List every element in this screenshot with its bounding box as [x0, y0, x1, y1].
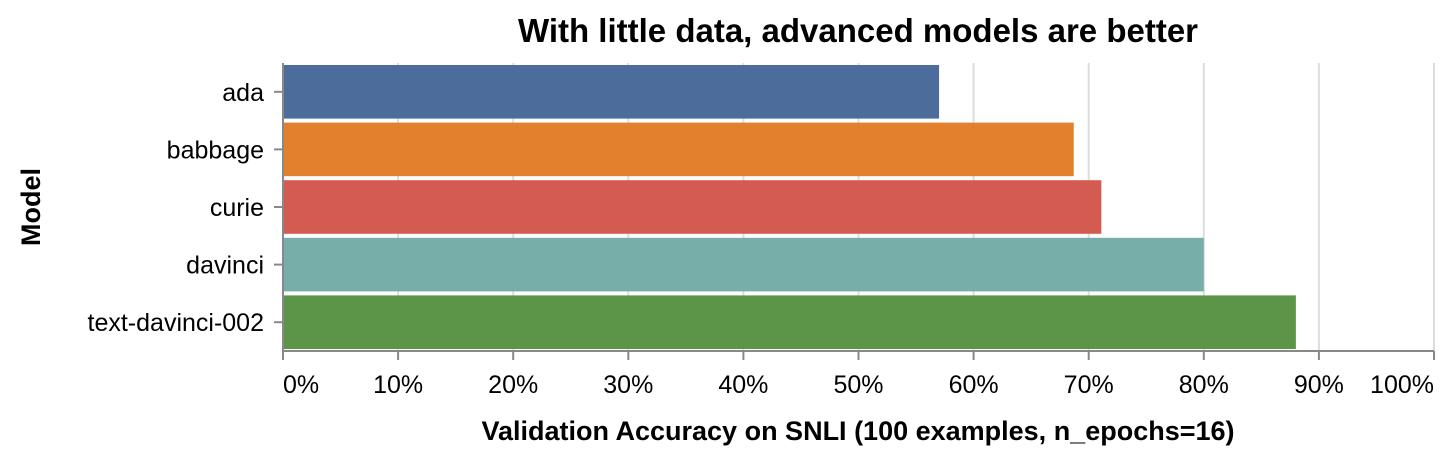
- x-tick-label: 20%: [488, 371, 538, 399]
- y-axis-title: Model: [16, 168, 46, 246]
- x-tick-label: 60%: [949, 371, 999, 399]
- bar-babbage: [283, 122, 1074, 177]
- bar-davinci: [283, 237, 1204, 292]
- x-tick-label: 90%: [1294, 371, 1344, 399]
- x-tick-label: 10%: [373, 371, 423, 399]
- x-tick-label: 50%: [833, 371, 883, 399]
- x-tick-label: 100%: [1370, 371, 1434, 399]
- bar-ada: [283, 65, 940, 119]
- x-tick-label: 70%: [1064, 371, 1114, 399]
- x-tick-label: 40%: [718, 371, 768, 399]
- bar-curie: [283, 180, 1102, 234]
- x-tick-label: 0%: [283, 371, 319, 399]
- x-axis-title: Validation Accuracy on SNLI (100 example…: [481, 416, 1234, 446]
- chart-title: With little data, advanced models are be…: [518, 12, 1198, 49]
- x-tick-label: 30%: [603, 371, 653, 399]
- y-tick-label: text-davinci-002: [88, 309, 264, 337]
- y-tick-label: davinci: [186, 252, 264, 280]
- bars: [283, 65, 1296, 349]
- bar-text-davinci-002: [283, 295, 1296, 349]
- x-tick-label: 80%: [1179, 371, 1229, 399]
- y-tick-label: curie: [210, 194, 264, 222]
- y-tick-label: babbage: [167, 136, 264, 164]
- y-tick-label: ada: [222, 79, 264, 107]
- axes: 0% 10% 20% 30% 40% 50% 60% 70% 80% 90% 100% ada babb…: [88, 63, 1435, 399]
